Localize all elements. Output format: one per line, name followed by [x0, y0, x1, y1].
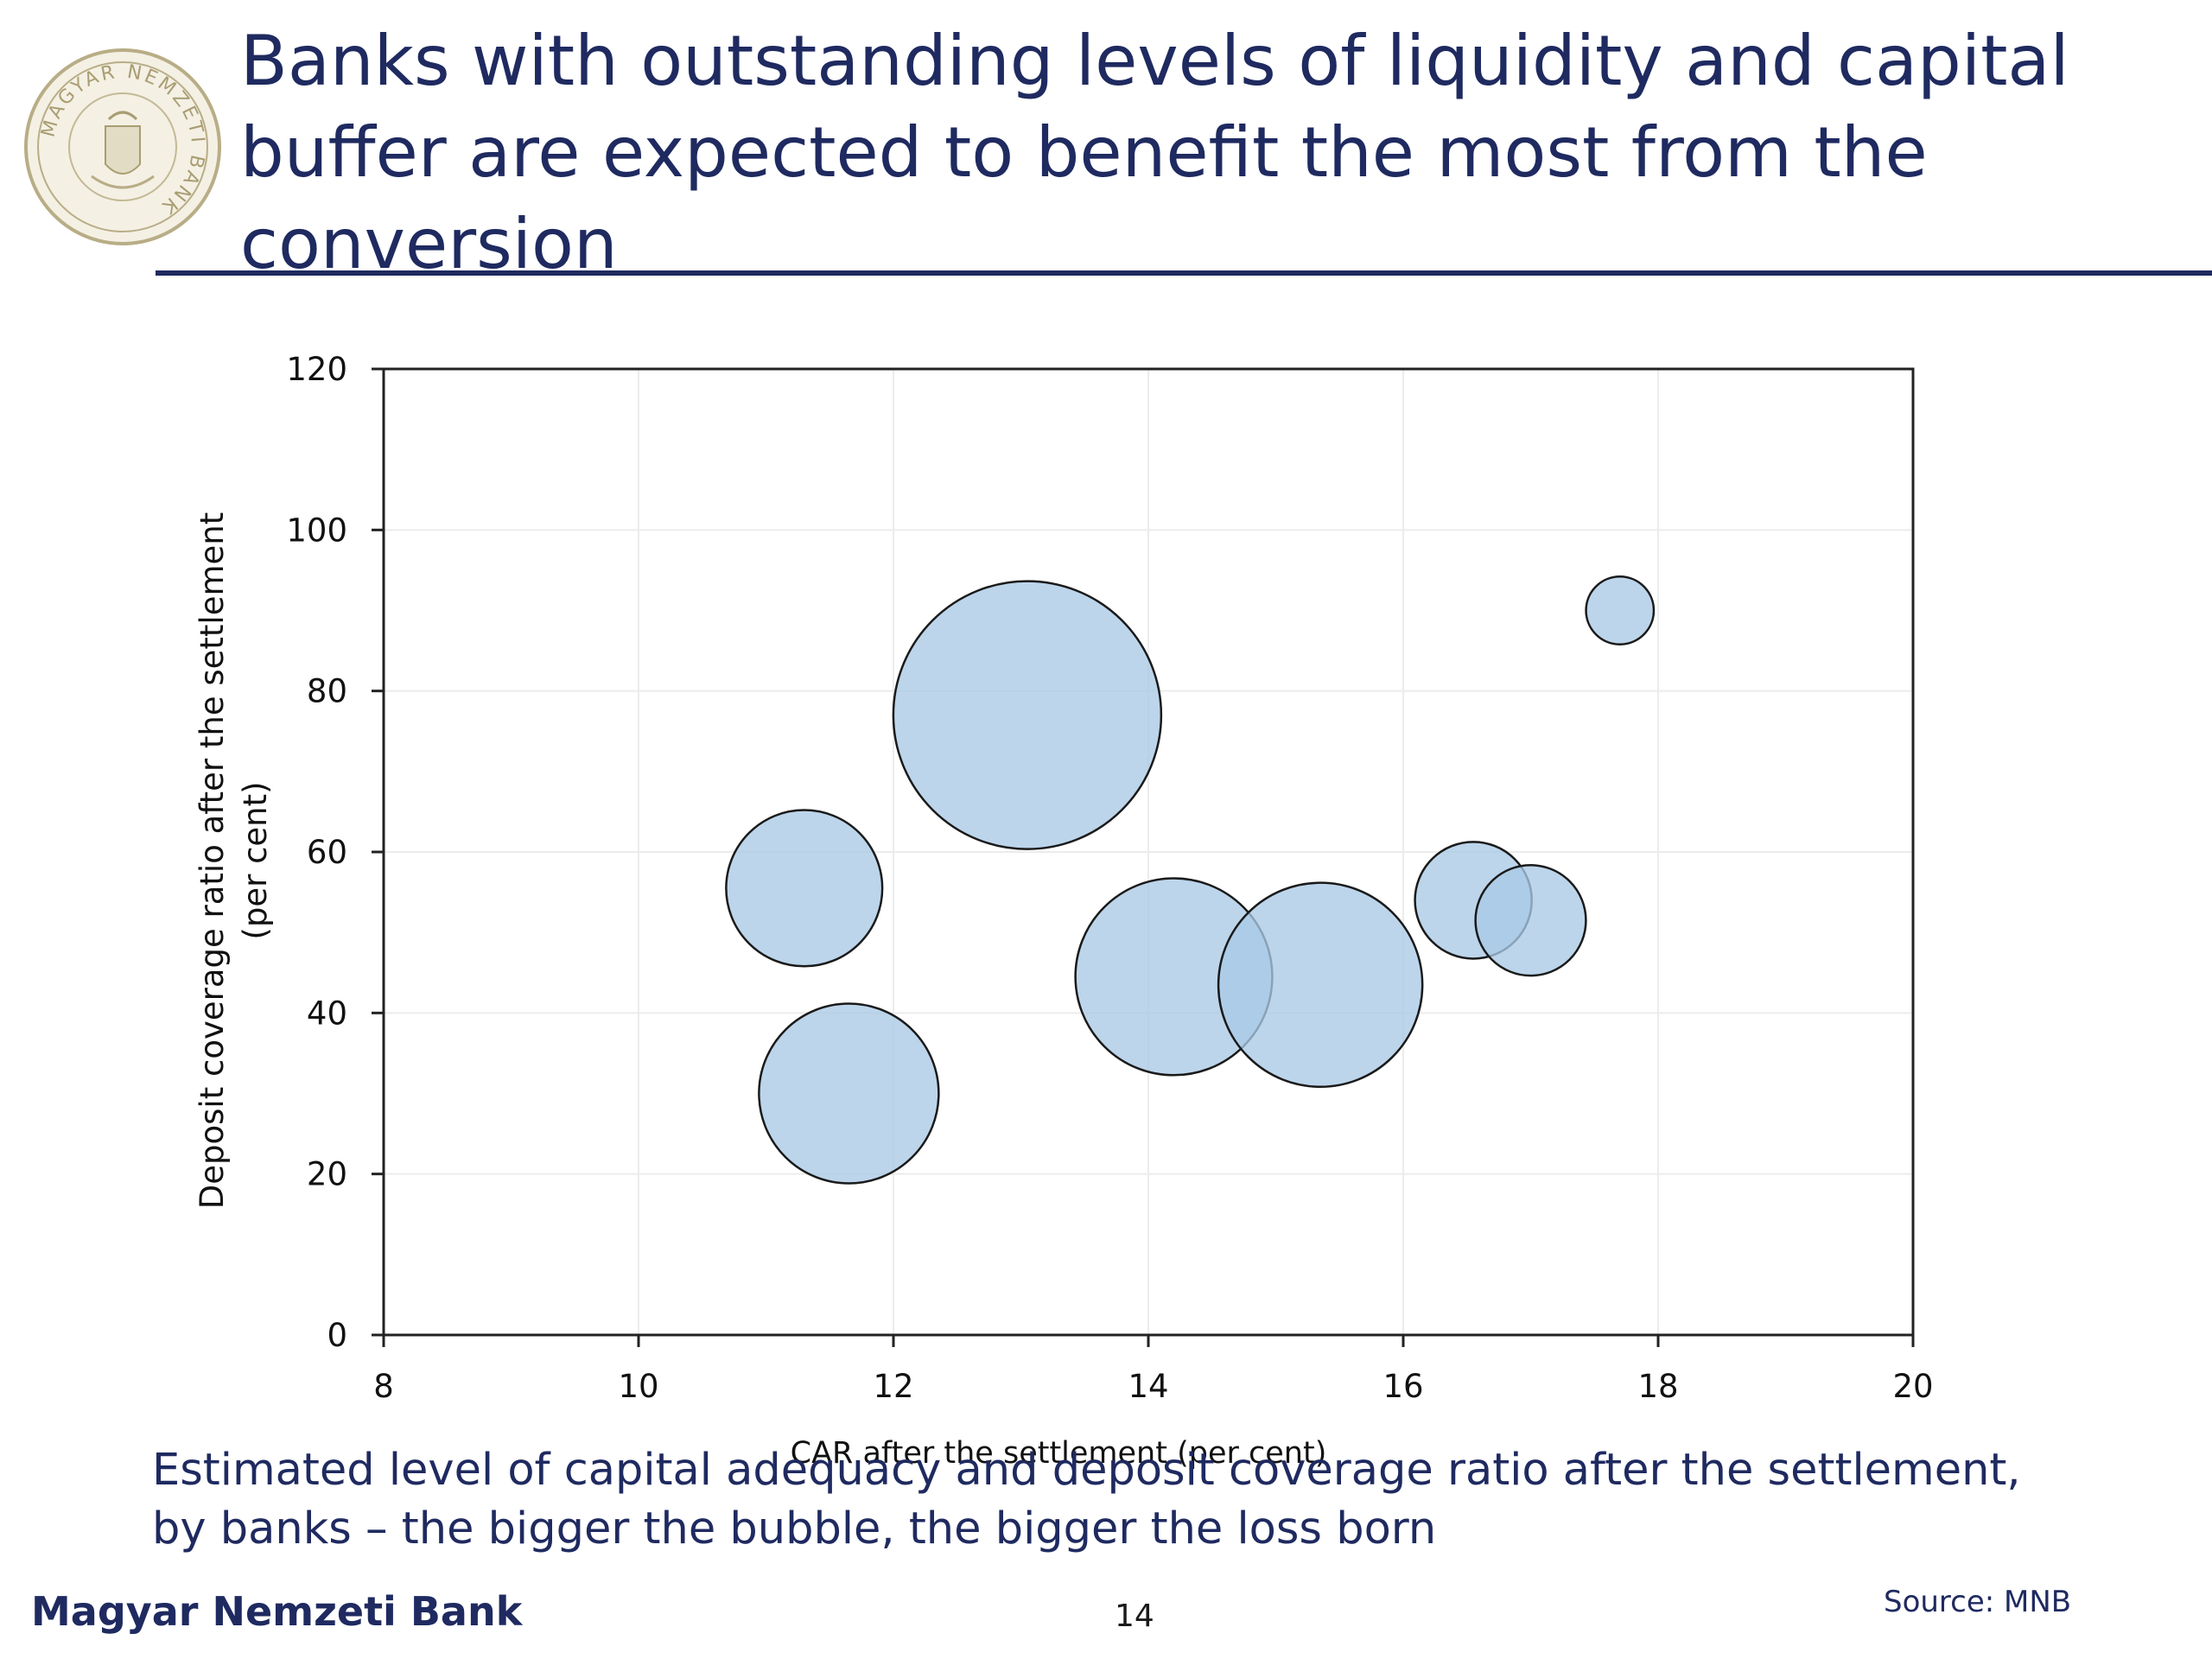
y-tick-label: 60: [307, 834, 347, 871]
page-number: 14: [1115, 1599, 1154, 1634]
y-tick-label: 80: [307, 673, 347, 710]
chart-caption: Estimated level of capital adequacy and …: [152, 1441, 2139, 1559]
y-tick-label: 0: [327, 1317, 347, 1354]
bubble-layer: [725, 575, 1656, 1185]
source-note: Source: MNB: [1884, 1585, 2072, 1619]
x-tick-label: 18: [1637, 1368, 1678, 1405]
title-line: buffer are expected to benefit the most …: [240, 112, 1928, 193]
caption-line: Estimated level of capital adequacy and …: [152, 1445, 2021, 1496]
bubble-point: [1474, 864, 1587, 977]
x-tick-label: 8: [373, 1368, 394, 1405]
bubble-point: [1585, 575, 1656, 645]
y-tick-label: 100: [286, 512, 347, 549]
x-tick-label: 20: [1892, 1368, 1933, 1405]
title-line: Banks with outstanding levels of liquidi…: [240, 21, 2069, 101]
x-axis-label: CAR after the settlement (per cent): [791, 1436, 1327, 1471]
x-tick-label: 16: [1382, 1368, 1423, 1405]
y-axis-label-line: Deposit coverage ratio after the settlem…: [194, 512, 231, 1209]
mnb-seal-logo: MAGYAR NEMZETI BANK: [24, 48, 221, 245]
x-tick-label: 12: [873, 1368, 913, 1405]
y-tick-label: 20: [307, 1156, 347, 1193]
x-tick-label: 14: [1128, 1368, 1168, 1405]
tick-layer: 8 10 12 14 16 18 20 0 20 40 60 80 100 120: [286, 351, 1933, 1405]
caption-line: by banks – the bigger the bubble, the bi…: [152, 1503, 1437, 1554]
slide-title: Banks with outstanding levels of liquidi…: [240, 16, 2176, 290]
bubble-point: [758, 1002, 940, 1185]
bubble-point: [725, 809, 884, 968]
bubble-point: [1217, 881, 1424, 1089]
bubble-point: [892, 580, 1163, 850]
title-divider: [156, 270, 2212, 276]
y-tick-label: 40: [307, 995, 347, 1032]
y-axis-label-line: (per cent): [237, 781, 274, 939]
y-axis-label: Deposit coverage ratio after the settlem…: [194, 512, 274, 1209]
x-tick-label: 10: [618, 1368, 658, 1405]
grid-layer: [383, 368, 1914, 1336]
y-tick-label: 120: [286, 351, 347, 388]
footer-bank-name: Magyar Nemzeti Bank: [31, 1588, 523, 1635]
